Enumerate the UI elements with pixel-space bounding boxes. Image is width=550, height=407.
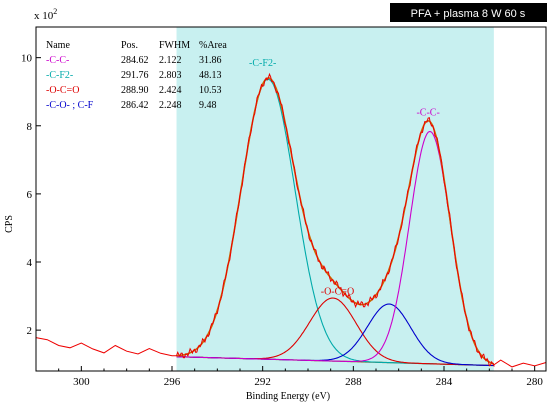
legend-area: 31.86 [199,55,222,66]
x-tick-label: 284 [436,376,453,388]
legend-area: 9.48 [199,100,217,111]
legend-name: -C-O- ; C-F [46,100,94,111]
legend-pos: 291.76 [121,70,149,81]
legend-pos: 286.42 [121,100,149,111]
y-axis-title: CPS [4,215,15,233]
curves-layer [35,72,547,368]
peak-labels: -C-F2- -O-C=O -C-C- [249,58,440,297]
x-tick-label: 300 [73,376,90,388]
plot-frame [35,26,547,372]
legend-fwhm: 2.248 [159,100,182,111]
legend-header-pos: Pos. [121,40,138,51]
raw-spectrum [35,72,547,368]
y-tick-label: 4 [27,257,33,269]
legend: Name Pos. FWHM %Area -C-C- 284.62 2.122 31.… [46,40,227,111]
x-tick-label: 288 [345,376,362,388]
x-axis-title: Binding Energy (eV) [246,391,330,402]
peak-label: -O-C=O [321,286,354,297]
legend-fwhm: 2.803 [159,70,182,81]
legend-header-area: %Area [199,40,227,51]
legend-name: -C-C- [46,55,69,66]
legend-pos: 288.90 [121,85,149,96]
chart-title: PFA + plasma 8 W 60 s [411,8,526,20]
legend-header-name: Name [46,40,70,51]
y-tick-label: 2 [27,325,33,337]
title-box [390,3,547,22]
legend-name: -O-C=O [46,85,79,96]
fit-region [176,27,494,371]
peak-label: -C-F2- [249,58,276,69]
legend-area: 48.13 [199,70,222,81]
legend-fwhm: 2.122 [159,55,182,66]
legend-area: 10.53 [199,85,222,96]
legend-pos: 284.62 [121,55,149,66]
ticks-layer: 300 296 292 288 284 280 2 4 6 8 10 [21,53,543,388]
y-tick-label: 8 [27,121,33,133]
y-tick-label: 6 [27,189,33,201]
legend-name: -C-F2- [46,70,73,81]
x-tick-label: 292 [254,376,271,388]
x-tick-label: 296 [164,376,181,388]
legend-header-fwhm: FWHM [159,40,190,51]
peak-label: -C-C- [416,108,439,119]
legend-fwhm: 2.424 [159,85,182,96]
y-scale-label: x 102 [34,7,57,22]
y-tick-label: 10 [21,53,33,65]
x-tick-label: 280 [526,376,543,388]
